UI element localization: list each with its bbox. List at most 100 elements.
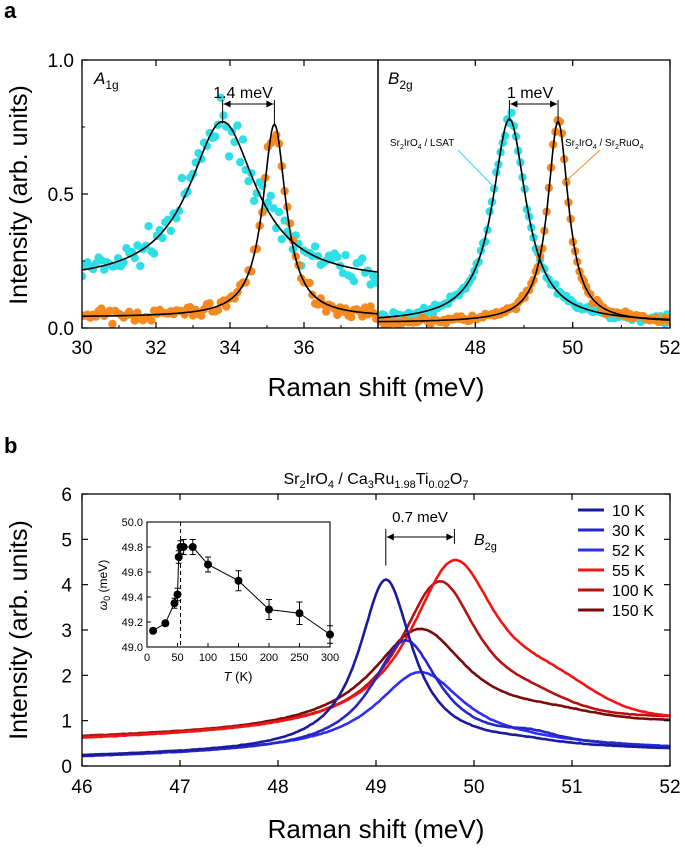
a1g-point-lsat [249, 196, 259, 206]
y-tick-label: 1.0 [48, 51, 74, 72]
a1g-point-sro [347, 313, 356, 322]
a1g-point-sro [213, 305, 223, 315]
spectrum-10k [82, 578, 670, 757]
inset-point [188, 543, 197, 551]
inset-point [326, 630, 334, 639]
a1g-point-lsat [266, 191, 275, 200]
inset-point [179, 543, 188, 551]
inset-x-tick-label: 100 [199, 652, 217, 664]
a1g-fit-sro [82, 123, 378, 318]
a1g-point-lsat [166, 226, 175, 235]
panel-b-gap-arrow [385, 529, 455, 566]
a1g-point-lsat [333, 252, 342, 262]
panel-b-plot: 46 47 48 49 50 51 52 0 1 2 3 4 5 6 0.7 meV B2g 10 K 30… [61, 485, 680, 798]
x-tick-label: 50 [562, 338, 583, 359]
panel-b-legend: 10 K 30 K 52 K 55 K 100 K 150 K [578, 503, 654, 620]
a1g-point-sro [230, 294, 239, 303]
a1g-point-lsat [149, 249, 159, 258]
y-tick-label: 2 [61, 666, 72, 687]
legend-label: 30 K [612, 523, 645, 540]
legend-label: 52 K [612, 543, 645, 560]
panel-b-symmetry: B2g [474, 532, 497, 553]
inset-x-tick-label: 50 [171, 652, 183, 664]
a1g-point-lsat [238, 135, 248, 144]
a1g-point-sro [366, 302, 375, 311]
a1g-point-lsat [136, 261, 145, 271]
inset-ylabel: ω0 (meV) [96, 560, 112, 610]
x-tick-label: 46 [71, 777, 92, 798]
legend-label: 150 K [612, 603, 654, 620]
a1g-point-sro [258, 208, 267, 217]
a1g-point-lsat [216, 93, 225, 103]
label-lsat-pointer [457, 149, 493, 186]
inset-x-tick-label: 250 [290, 652, 308, 664]
a1g-point-lsat [263, 198, 273, 207]
panel-a-right-symmetry: B2g [388, 69, 413, 92]
inset-point [173, 590, 182, 599]
a1g-point-sro [372, 314, 378, 323]
spectrum-30k [82, 638, 670, 758]
inset-plot: 0 50 100 150 200 250 300 49.0 49.2 49.4 49.6 49.8 50… [96, 517, 339, 684]
inset-x-tick-label: 0 [144, 652, 150, 664]
b2g-point-sro [538, 244, 547, 253]
x-tick-label: 52 [659, 338, 680, 359]
a1g-point-lsat [349, 277, 359, 286]
inset-y-tick-label: 49.8 [122, 542, 143, 554]
panel-b-gap-label: 0.7 meV [392, 509, 448, 526]
y-tick-label: 6 [61, 485, 72, 506]
a1g-point-sro [197, 311, 206, 320]
panel-a-left-gap-label: 1.4 meV [213, 85, 273, 102]
a1g-point-lsat [224, 152, 234, 161]
a1g-point-lsat [372, 278, 378, 287]
a1g-point-sro [322, 307, 331, 316]
a1g-point-sro [222, 302, 231, 311]
legend-label: 10 K [612, 503, 645, 520]
b2g-point-lsat [507, 108, 516, 117]
inset-point [204, 560, 212, 569]
panel-b-title: Sr2IrO4 / Ca3Ru1.98Ti0.02O7 [284, 471, 469, 491]
a1g-point-lsat [158, 233, 167, 243]
a1g-point-lsat [100, 265, 109, 274]
panel-a-left-plot: 30 32 34 36 0.0 0.5 1.0 A1g 1.4 meV [48, 51, 379, 359]
y-tick-label: 0.0 [48, 319, 74, 340]
inset-point [234, 576, 243, 585]
a1g-fit-lsat [82, 120, 378, 273]
inset-y-tick-label: 49.4 [122, 592, 143, 604]
a1g-point-sro [205, 299, 214, 308]
panel-b-xlabel: Raman shift (meV) [268, 814, 485, 844]
a1g-point-sro [147, 316, 156, 325]
panel-a-right-gap-arrow [508, 100, 559, 124]
a1g-point-lsat [277, 235, 286, 244]
panel-a-left-gap-arrow [222, 100, 275, 127]
panel-b-label: b [4, 433, 17, 458]
inset-y-tick-label: 49.2 [122, 617, 143, 629]
a1g-point-lsat [244, 177, 253, 186]
x-tick-label: 52 [659, 777, 680, 798]
inset-point [161, 619, 170, 628]
x-tick-label: 50 [463, 777, 484, 798]
inset-x-tick-label: 300 [321, 652, 339, 664]
a1g-point-lsat [155, 225, 164, 235]
label-sro-pointer [564, 149, 601, 183]
a1g-point-sro [108, 319, 117, 328]
panel-a-label: a [4, 0, 17, 23]
inset-y-tick-label: 50.0 [122, 517, 143, 529]
x-tick-label: 49 [365, 777, 386, 798]
legend-label: 55 K [612, 563, 645, 580]
a1g-point-lsat [211, 132, 220, 141]
a1g-point-lsat [144, 222, 153, 231]
a1g-point-lsat [358, 254, 367, 263]
y-tick-label: 0.5 [48, 185, 74, 206]
a1g-point-lsat [219, 111, 228, 120]
panel-a-right-gap-label: 1 meV [507, 85, 554, 102]
a1g-point-sro [305, 278, 314, 288]
b2g-fit-sro [378, 120, 670, 323]
a1g-point-lsat [310, 242, 320, 251]
a1g-point-sro [272, 130, 281, 140]
b2g-fit-lsat [378, 118, 670, 321]
inset-y-tick-label: 49.0 [122, 642, 143, 654]
a1g-point-sro [283, 202, 292, 212]
x-tick-label: 47 [169, 777, 190, 798]
label-sr2iro4-lsat: Sr2IrO4 / LSAT [390, 138, 454, 151]
x-tick-label: 48 [465, 338, 486, 359]
